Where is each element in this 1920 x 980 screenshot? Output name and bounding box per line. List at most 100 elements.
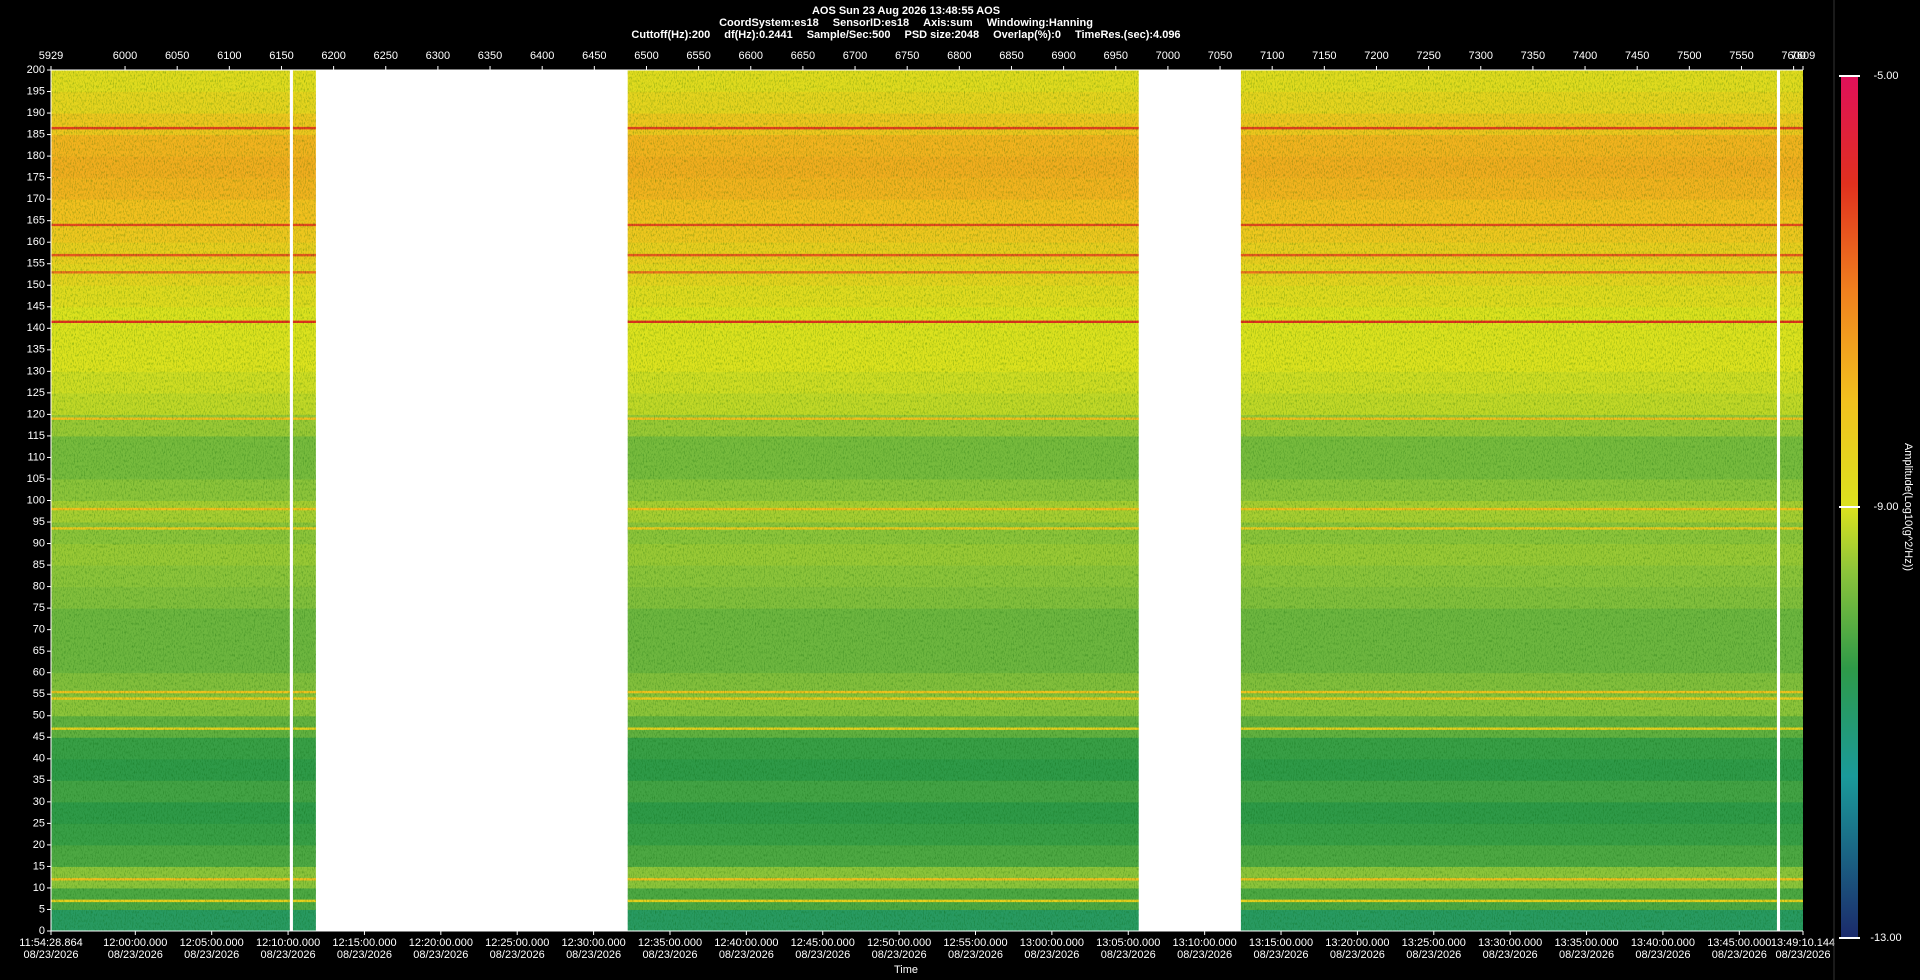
x-tick-label: 6350 [478,50,502,62]
y-tick-label: 110 [27,451,45,463]
x-tick-label: 7450 [1625,50,1649,62]
y-tick-label: 185 [27,128,45,140]
x-tick-label: 7200 [1364,50,1388,62]
time-tick-date: 08/23/2026 [1712,949,1767,961]
y-tick-label: 115 [27,430,45,442]
x-tick-label: 7500 [1677,50,1701,62]
x-tick-label: 6850 [999,50,1023,62]
y-tick-label: 130 [27,365,45,377]
y-tick-label: 80 [33,581,45,593]
x-axis-title: Time [894,964,918,976]
y-tick-label: 30 [33,796,45,808]
header-item: SensorID:es18 [833,17,909,29]
x-tick-label: 6500 [634,50,658,62]
x-tick-label: 6900 [1051,50,1075,62]
colorbar-tick-label: -5.00 [1873,70,1898,82]
time-tick-date: 08/23/2026 [1330,949,1385,961]
x-tick-label: 5929 [39,50,63,62]
time-tick-label: 12:40:00.000 [714,937,778,949]
x-tick-label: 6000 [113,50,137,62]
y-tick-label: 40 [33,753,45,765]
time-tick-label: 13:00:00.000 [1020,937,1084,949]
y-tick-label: 200 [27,64,45,76]
x-tick-label: 6800 [947,50,971,62]
texture [51,70,1803,931]
y-tick-label: 100 [27,494,45,506]
time-tick-date: 08/23/2026 [23,949,78,961]
axes: 0 5 10 15 20 25 30 35 40 45 50 55 60 65 70 75 80 85 90 95 10… [19,50,1835,961]
header-line: Cuttoff(Hz):200 df(Hz):0.2441 Sample/Sec:5… [631,29,1180,41]
x-tick-label: 7350 [1521,50,1545,62]
time-tick-label: 13:45:00.000 [1707,937,1771,949]
time-tick-date: 08/23/2026 [642,949,697,961]
y-tick-label: 50 [33,710,45,722]
x-tick-label: 6150 [269,50,293,62]
time-tick-date: 08/23/2026 [1253,949,1308,961]
x-tick-label: 7550 [1729,50,1753,62]
y-tick-label: 95 [33,516,45,528]
time-tick-date: 08/23/2026 [1635,949,1690,961]
time-tick-date: 08/23/2026 [1406,949,1461,961]
header-title: AOS Sun 23 Aug 2026 13:48:55 AOS [812,5,1000,17]
x-tick-label: 6400 [530,50,554,62]
time-tick-label: 12:15:00.000 [332,937,396,949]
y-tick-label: 140 [27,322,45,334]
x-tick-label: 6550 [686,50,710,62]
time-tick-label: 13:05:00.000 [1096,937,1160,949]
x-tick-label: 7000 [1156,50,1180,62]
x-tick-label: 7609 [1791,50,1815,62]
time-tick-label: 13:10:00.000 [1173,937,1237,949]
y-tick-label: 195 [27,85,45,97]
x-tick-label: 6300 [426,50,450,62]
y-tick-label: 45 [33,731,45,743]
time-tick-date: 08/23/2026 [337,949,392,961]
header-item: df(Hz):0.2441 [724,29,792,41]
time-tick-label: 13:40:00.000 [1631,937,1695,949]
time-tick-date: 08/23/2026 [719,949,774,961]
y-tick-label: 90 [33,537,45,549]
time-tick-date: 08/23/2026 [1177,949,1232,961]
x-tick-label: 7400 [1573,50,1597,62]
time-tick-label: 13:35:00.000 [1554,937,1618,949]
time-tick-label: 13:20:00.000 [1325,937,1389,949]
x-tick-label: 7050 [1208,50,1232,62]
time-tick-label: 12:25:00.000 [485,937,549,949]
time-tick-date: 08/23/2026 [795,949,850,961]
y-tick-label: 175 [27,172,45,184]
y-tick-label: 135 [27,344,45,356]
time-tick-label: 12:10:00.000 [256,937,320,949]
time-tick-date: 08/23/2026 [184,949,239,961]
y-tick-label: 65 [33,645,45,657]
y-tick-label: 170 [27,193,45,205]
y-tick-label: 105 [27,473,45,485]
y-tick-label: 20 [33,839,45,851]
time-tick-label: 13:15:00.000 [1249,937,1313,949]
time-tick-label: 13:49:10.144 [1771,937,1835,949]
y-tick-label: 15 [33,860,45,872]
time-tick-label: 13:25:00.000 [1402,937,1466,949]
y-tick-label: 180 [27,150,45,162]
x-tick-label: 6600 [739,50,763,62]
time-tick-date: 08/23/2026 [948,949,1003,961]
time-tick-label: 12:05:00.000 [180,937,244,949]
time-tick-date: 08/23/2026 [108,949,163,961]
time-tick-label: 12:45:00.000 [791,937,855,949]
time-tick-date: 08/23/2026 [1483,949,1538,961]
header-item: Windowing:Hanning [987,17,1093,29]
x-tick-label: 6450 [582,50,606,62]
colorbar-tick-label: -13.00 [1870,932,1901,944]
header-item: Sample/Sec:500 [807,29,891,41]
header-item: Axis:sum [923,17,973,29]
x-tick-label: 7600 [1781,50,1805,62]
y-tick-label: 0 [39,925,45,937]
time-tick-date: 08/23/2026 [490,949,545,961]
header-text: CoordSystem:es18 SensorID:es18 Axis:sum Win… [719,17,1093,29]
time-tick-date: 08/23/2026 [1775,949,1830,961]
y-tick-label: 145 [27,301,45,313]
x-tick-label: 6950 [1104,50,1128,62]
y-tick-label: 125 [27,387,45,399]
x-tick-label: 7100 [1260,50,1284,62]
time-tick-label: 11:54:28.864 [19,937,82,949]
y-tick-label: 60 [33,667,45,679]
